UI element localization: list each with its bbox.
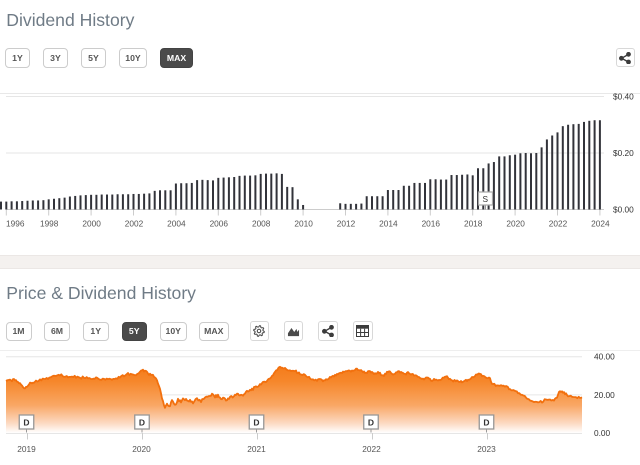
svg-text:40.00: 40.00: [594, 351, 615, 361]
svg-text:2014: 2014: [379, 219, 398, 229]
svg-text:2019: 2019: [17, 444, 36, 454]
svg-text:2018: 2018: [464, 219, 483, 229]
svg-text:2022: 2022: [549, 219, 568, 229]
svg-text:1996: 1996: [6, 219, 25, 229]
svg-text:2010: 2010: [294, 219, 313, 229]
svg-text:$0.00: $0.00: [613, 204, 634, 214]
svg-text:20.00: 20.00: [594, 390, 615, 400]
svg-text:$0.40: $0.40: [613, 91, 634, 101]
svg-text:$0.20: $0.20: [613, 148, 634, 158]
svg-text:D: D: [253, 418, 259, 428]
svg-text:2002: 2002: [125, 219, 144, 229]
svg-text:2016: 2016: [422, 219, 441, 229]
svg-text:2021: 2021: [247, 444, 266, 454]
svg-text:D: D: [483, 418, 489, 428]
svg-text:D: D: [23, 418, 29, 428]
svg-text:2008: 2008: [252, 219, 271, 229]
svg-text:1998: 1998: [40, 219, 59, 229]
svg-text:2023: 2023: [477, 444, 496, 454]
svg-text:2020: 2020: [132, 444, 151, 454]
svg-text:0.00: 0.00: [594, 428, 611, 438]
svg-text:D: D: [139, 418, 145, 428]
svg-text:2022: 2022: [362, 444, 381, 454]
svg-text:D: D: [368, 418, 374, 428]
svg-text:2000: 2000: [82, 219, 101, 229]
svg-text:2006: 2006: [210, 219, 229, 229]
svg-text:2012: 2012: [337, 219, 356, 229]
svg-text:S: S: [483, 194, 489, 204]
svg-text:2004: 2004: [167, 219, 186, 229]
svg-text:2024: 2024: [591, 219, 610, 229]
svg-text:2020: 2020: [506, 219, 525, 229]
